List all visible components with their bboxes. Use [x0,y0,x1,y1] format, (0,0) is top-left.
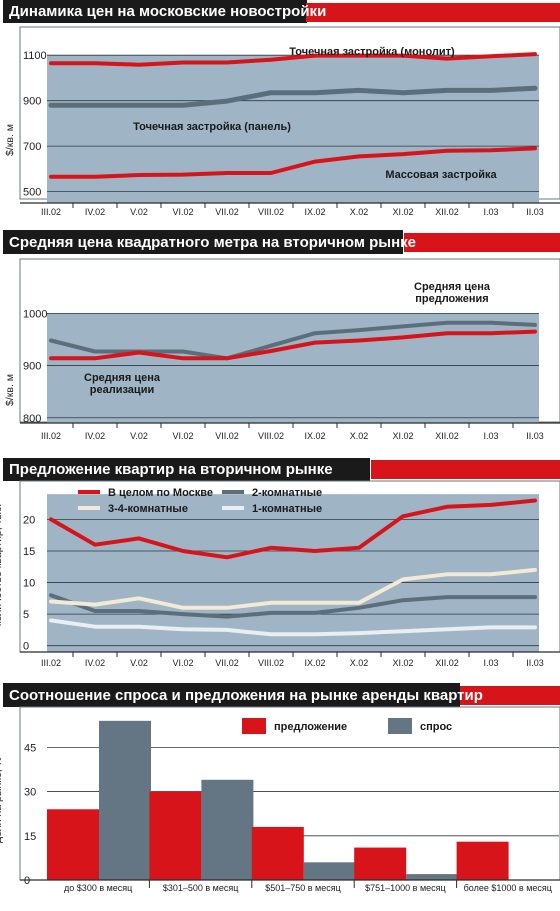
panel-2-x-tick-label: XII.02 [435,431,459,441]
panel-3-x-tick-label: XII.02 [435,658,459,668]
panel-1-x-tick-label: I.03 [483,207,498,217]
panel-1-x-tick-label: II.03 [526,207,544,217]
panel-4-y-tick-label: 45 [24,742,36,754]
panel-2-series-label-2-line1: Средняя цена [84,372,161,384]
panel-4-legend-swatch-1 [242,718,266,734]
panel-1-y-tick-label: 900 [23,96,41,108]
panel-1-series-label-1: Точечная застройка (монолит) [289,46,455,58]
panel-4-bar-2 [99,721,151,880]
panel-2-accent-bar [404,233,560,252]
panel-1-accent-bar [306,3,560,22]
panel-4-y-tick-label: 30 [24,787,36,799]
panel-2-x-tick-label: X.02 [350,431,369,441]
panel-3-legend-label-3: 3-4-комнатные [108,503,188,515]
panel-3-legend-label-4: 1-комнатные [252,503,322,515]
panel-1-x-tick-label: XI.02 [392,207,413,217]
panel-3-x-tick-label: III.02 [41,658,61,668]
panel-3-x-tick-label: V.02 [130,658,148,668]
panel-3-x-tick-label: I.03 [483,658,498,668]
panel-2-y-tick-label: 900 [23,361,41,373]
panel-3-y-tick-label: 0 [23,641,29,653]
panel-3-legend-label-1: В целом по Москве [108,487,213,499]
panel-4-y-axis-label: доля на рынке, % [0,757,4,843]
panel-4-x-tick-label: $301–500 в месяц [163,883,239,893]
panel-2-x-tick-label: VI.02 [172,431,193,441]
panel-4-bar-2 [304,862,356,880]
panel-3-x-tick-label: II.03 [526,658,544,668]
panel-2-series-label-1-line2: предложения [415,293,488,305]
panel-2-series-label-2-line2: реализации [90,384,154,396]
panel-2-x-tick-label: I.03 [483,431,498,441]
panel-2-plot-area [47,313,539,423]
panel-2-x-tick-label: III.02 [41,431,61,441]
panel-1-series-label-2: Точечная застройка (панель) [133,121,291,133]
panel-1-x-tick-label: X.02 [350,207,369,217]
panel-4-bar-1 [354,848,406,880]
panel-1-y-axis-label: $/кв. м [4,124,16,156]
panel-4-x-tick-label: более $1000 в месяц [464,883,552,893]
panel-1-x-tick-label: VII.02 [215,207,239,217]
panel-3-y-axis-label: количество квартир, тыс. [0,504,4,626]
panel-3-x-tick-label: IV.02 [85,658,105,668]
panel-3-x-tick-label: VIII.02 [258,658,284,668]
panel-4-title: Соотношение спроса и предложения на рынк… [9,687,483,704]
panel-1-y-tick-label: 500 [23,187,41,199]
panel-2-title: Средняя цена квадратного метра на вторич… [9,234,416,251]
panel-1-y-tick-label: 700 [23,141,41,153]
panel-3-title: Предложение квартир на вторичном рынке [9,461,333,478]
panel-2-x-tick-label: II.03 [526,431,544,441]
panel-3-x-tick-label: VI.02 [172,658,193,668]
panel-4-legend-label-1: предложение [274,721,347,733]
panel-3-legend-label-2: 2-комнатные [252,487,322,499]
panel-3-x-tick-label: IX.02 [304,658,325,668]
panel-1-x-tick-label: IV.02 [85,207,105,217]
panel-3-y-tick-label: 5 [23,609,29,621]
panel-4-legend-swatch-2 [388,718,412,734]
panel-4-y-tick-label: 0 [24,875,30,887]
panel-3-y-tick-label: 10 [23,578,35,590]
panel-4-y-tick-label: 15 [24,831,36,843]
panel-2-x-tick-label: V.02 [130,431,148,441]
panel-3-y-tick-label: 15 [23,546,35,558]
panel-4-bar-1 [252,827,304,880]
panel-4-x-tick-label: $501–750 в месяц [265,883,341,893]
panel-1-x-tick-label: IX.02 [304,207,325,217]
panel-4-legend-label-2: спрос [420,721,452,733]
panel-2-x-tick-label: IX.02 [304,431,325,441]
panel-3-x-tick-label: VII.02 [215,658,239,668]
panel-1-x-tick-label: III.02 [41,207,61,217]
panel-4-x-tick-label: $751–1000 в месяц [365,883,446,893]
panel-2-y-axis-label: $/кв. м [4,374,16,406]
panel-2-y-tick-label: 1000 [23,308,47,320]
panel-2-x-tick-label: VIII.02 [258,431,284,441]
panel-4-x-tick-label: до $300 в месяц [64,883,132,893]
panel-3-x-tick-label: XI.02 [392,658,413,668]
panel-2-x-tick-label: VII.02 [215,431,239,441]
panel-1-x-tick-label: V.02 [130,207,148,217]
panel-1-series-label-3: Массовая застройка [385,169,497,181]
panel-2-x-tick-label: IV.02 [85,431,105,441]
panel-4-bar-2 [201,780,253,880]
panel-2-series-label-1-line1: Средняя цена [414,281,491,293]
panel-1-title: Динамика цен на московские новостройки [9,3,326,20]
panel-3-accent-bar [371,460,560,479]
panel-4-bar-1 [47,809,99,880]
panel-1-x-tick-label: VIII.02 [258,207,284,217]
panel-2-x-tick-label: XI.02 [392,431,413,441]
panel-3-y-tick-label: 20 [23,514,35,526]
panel-1-y-tick-label: 1100 [23,50,47,62]
panel-4-bar-2 [406,874,458,880]
panel-1-x-tick-label: XII.02 [435,207,459,217]
panel-4-bar-1 [149,792,201,880]
panel-4-bar-1 [457,842,509,880]
panel-1-x-tick-label: VI.02 [172,207,193,217]
panel-3-x-tick-label: X.02 [350,658,369,668]
